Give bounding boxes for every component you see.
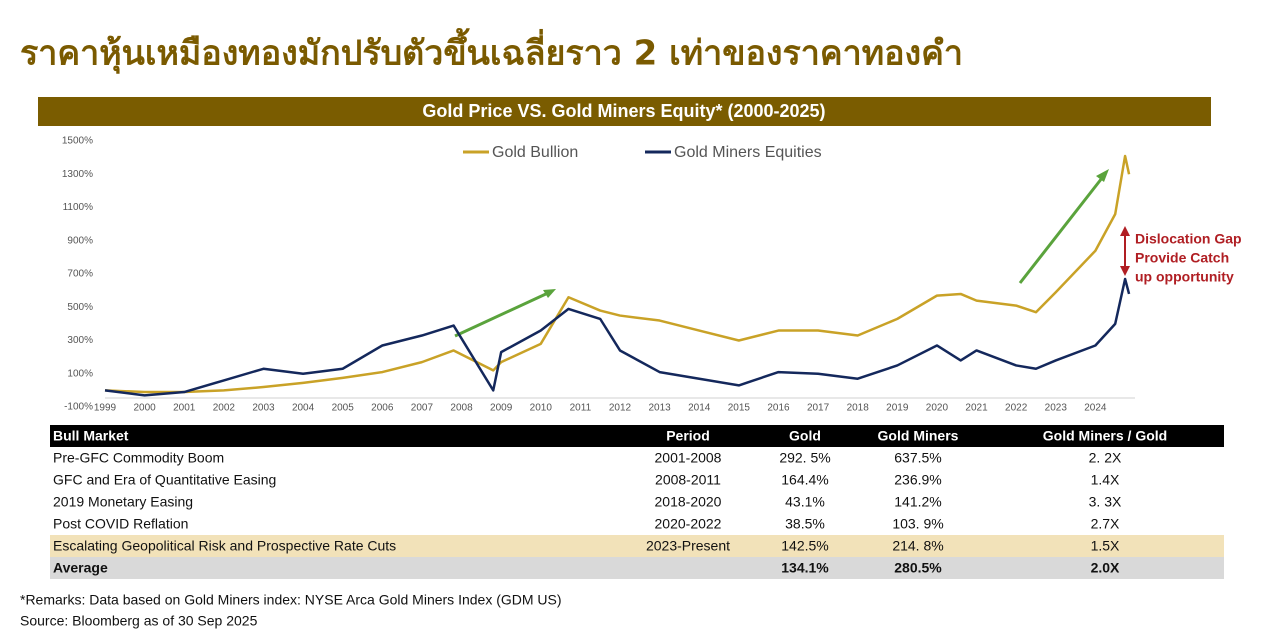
- x-tick-label: 2007: [411, 403, 434, 414]
- table-cell: 1.5X: [1091, 538, 1120, 554]
- x-tick-label: 2004: [292, 403, 315, 414]
- x-tick-label: 2005: [332, 403, 355, 414]
- table-cell: 292. 5%: [779, 450, 830, 466]
- table-row-highlight: [50, 535, 1224, 557]
- table-header: Gold Miners / Gold: [1043, 428, 1167, 444]
- series-line: [104, 277, 1131, 397]
- table-cell: 2. 2X: [1089, 450, 1122, 466]
- series-line: [104, 154, 1131, 394]
- table-cell: 103. 9%: [892, 516, 943, 532]
- table-cell: 2019 Monetary Easing: [53, 494, 193, 510]
- table-cell: 3. 3X: [1089, 494, 1122, 510]
- chart-title: Gold Price VS. Gold Miners Equity* (2000…: [422, 101, 825, 121]
- trend-arrows: [454, 169, 1109, 338]
- footnote: Source: Bloomberg as of 30 Sep 2025: [20, 613, 258, 629]
- chart-banner: [38, 97, 1211, 126]
- table-cell: 1.4X: [1091, 472, 1120, 488]
- table-header-bg: [50, 425, 1224, 447]
- table-cell: Post COVID Reflation: [53, 516, 188, 532]
- y-tick-label: 100%: [67, 368, 93, 379]
- table-row-average: [50, 557, 1224, 579]
- legend-label: Gold Miners Equities: [674, 144, 822, 161]
- annotation: Dislocation Gap: [1135, 231, 1242, 247]
- table-cell: 2023-Present: [646, 538, 730, 554]
- table-cell: 141.2%: [894, 494, 941, 510]
- table-cell: 214. 8%: [892, 538, 943, 554]
- x-tick-label: 2019: [886, 403, 909, 414]
- x-tick-label: 2018: [847, 403, 870, 414]
- x-tick-label: 1999: [94, 403, 117, 414]
- x-tick-label: 2016: [767, 403, 790, 414]
- x-tick-label: 2011: [570, 403, 592, 414]
- annotation: Provide Catch: [1135, 250, 1229, 266]
- x-tick-label: 2015: [728, 403, 751, 414]
- annotation: up opportunity: [1135, 269, 1234, 285]
- table-cell: 280.5%: [894, 560, 942, 576]
- y-tick-label: 900%: [67, 235, 93, 246]
- table-cell: 142.5%: [781, 538, 828, 554]
- x-tick-label: 2020: [926, 403, 949, 414]
- x-tick-label: 2006: [371, 403, 394, 414]
- x-tick-label: 2024: [1084, 403, 1107, 414]
- y-tick-label: 1100%: [63, 202, 94, 213]
- table-header: Period: [666, 428, 710, 444]
- y-tick-label: 700%: [67, 269, 93, 280]
- table-cell: Escalating Geopolitical Risk and Prospec…: [53, 538, 396, 554]
- table-cell: 134.1%: [781, 560, 829, 576]
- gap-arrow: [1120, 226, 1130, 276]
- table-cell: 43.1%: [785, 494, 825, 510]
- legend-label: Gold Bullion: [492, 144, 578, 161]
- y-tick-label: 1300%: [62, 169, 93, 180]
- table-cell: 2001-2008: [655, 450, 722, 466]
- y-tick-label: -100%: [64, 402, 93, 413]
- table-cell: 2.0X: [1091, 560, 1120, 576]
- x-tick-label: 2009: [490, 403, 513, 414]
- x-tick-label: 2013: [648, 403, 671, 414]
- table-cell: Pre-GFC Commodity Boom: [53, 450, 224, 466]
- y-tick-label: 300%: [67, 335, 93, 346]
- x-tick-label: 2022: [1005, 403, 1028, 414]
- x-tick-label: 2021: [965, 403, 988, 414]
- table-cell: 2.7X: [1091, 516, 1120, 532]
- x-tick-label: 2023: [1045, 403, 1068, 414]
- table-cell: 2020-2022: [655, 516, 722, 532]
- x-tick-label: 2008: [450, 403, 473, 414]
- table-cell: 38.5%: [785, 516, 825, 532]
- footnote: *Remarks: Data based on Gold Miners inde…: [20, 592, 562, 608]
- table-cell: GFC and Era of Quantitative Easing: [53, 472, 276, 488]
- table-cell: 2008-2011: [655, 472, 721, 488]
- x-tick-label: 2001: [173, 403, 196, 414]
- y-tick-label: 1500%: [62, 136, 93, 147]
- x-tick-label: 2017: [807, 403, 830, 414]
- x-tick-label: 2002: [213, 403, 236, 414]
- page-title: ราคาหุ้นเหมืองทองมักปรับตัวขึ้นเฉลี่ยราว…: [20, 28, 963, 75]
- table-cell: 2018-2020: [655, 494, 722, 510]
- table-cell: Average: [53, 560, 108, 576]
- x-tick-label: 2003: [252, 403, 275, 414]
- x-tick-label: 2012: [609, 403, 632, 414]
- table-cell: 637.5%: [894, 450, 941, 466]
- x-tick-label: 2010: [530, 403, 553, 414]
- table-header: Bull Market: [53, 428, 129, 444]
- table-header: Gold: [789, 428, 821, 444]
- table-cell: 236.9%: [894, 472, 941, 488]
- x-tick-label: 2000: [133, 403, 156, 414]
- x-tick-label: 2014: [688, 403, 711, 414]
- table-header: Gold Miners: [878, 428, 959, 444]
- y-tick-label: 500%: [67, 302, 93, 313]
- table-cell: 164.4%: [781, 472, 828, 488]
